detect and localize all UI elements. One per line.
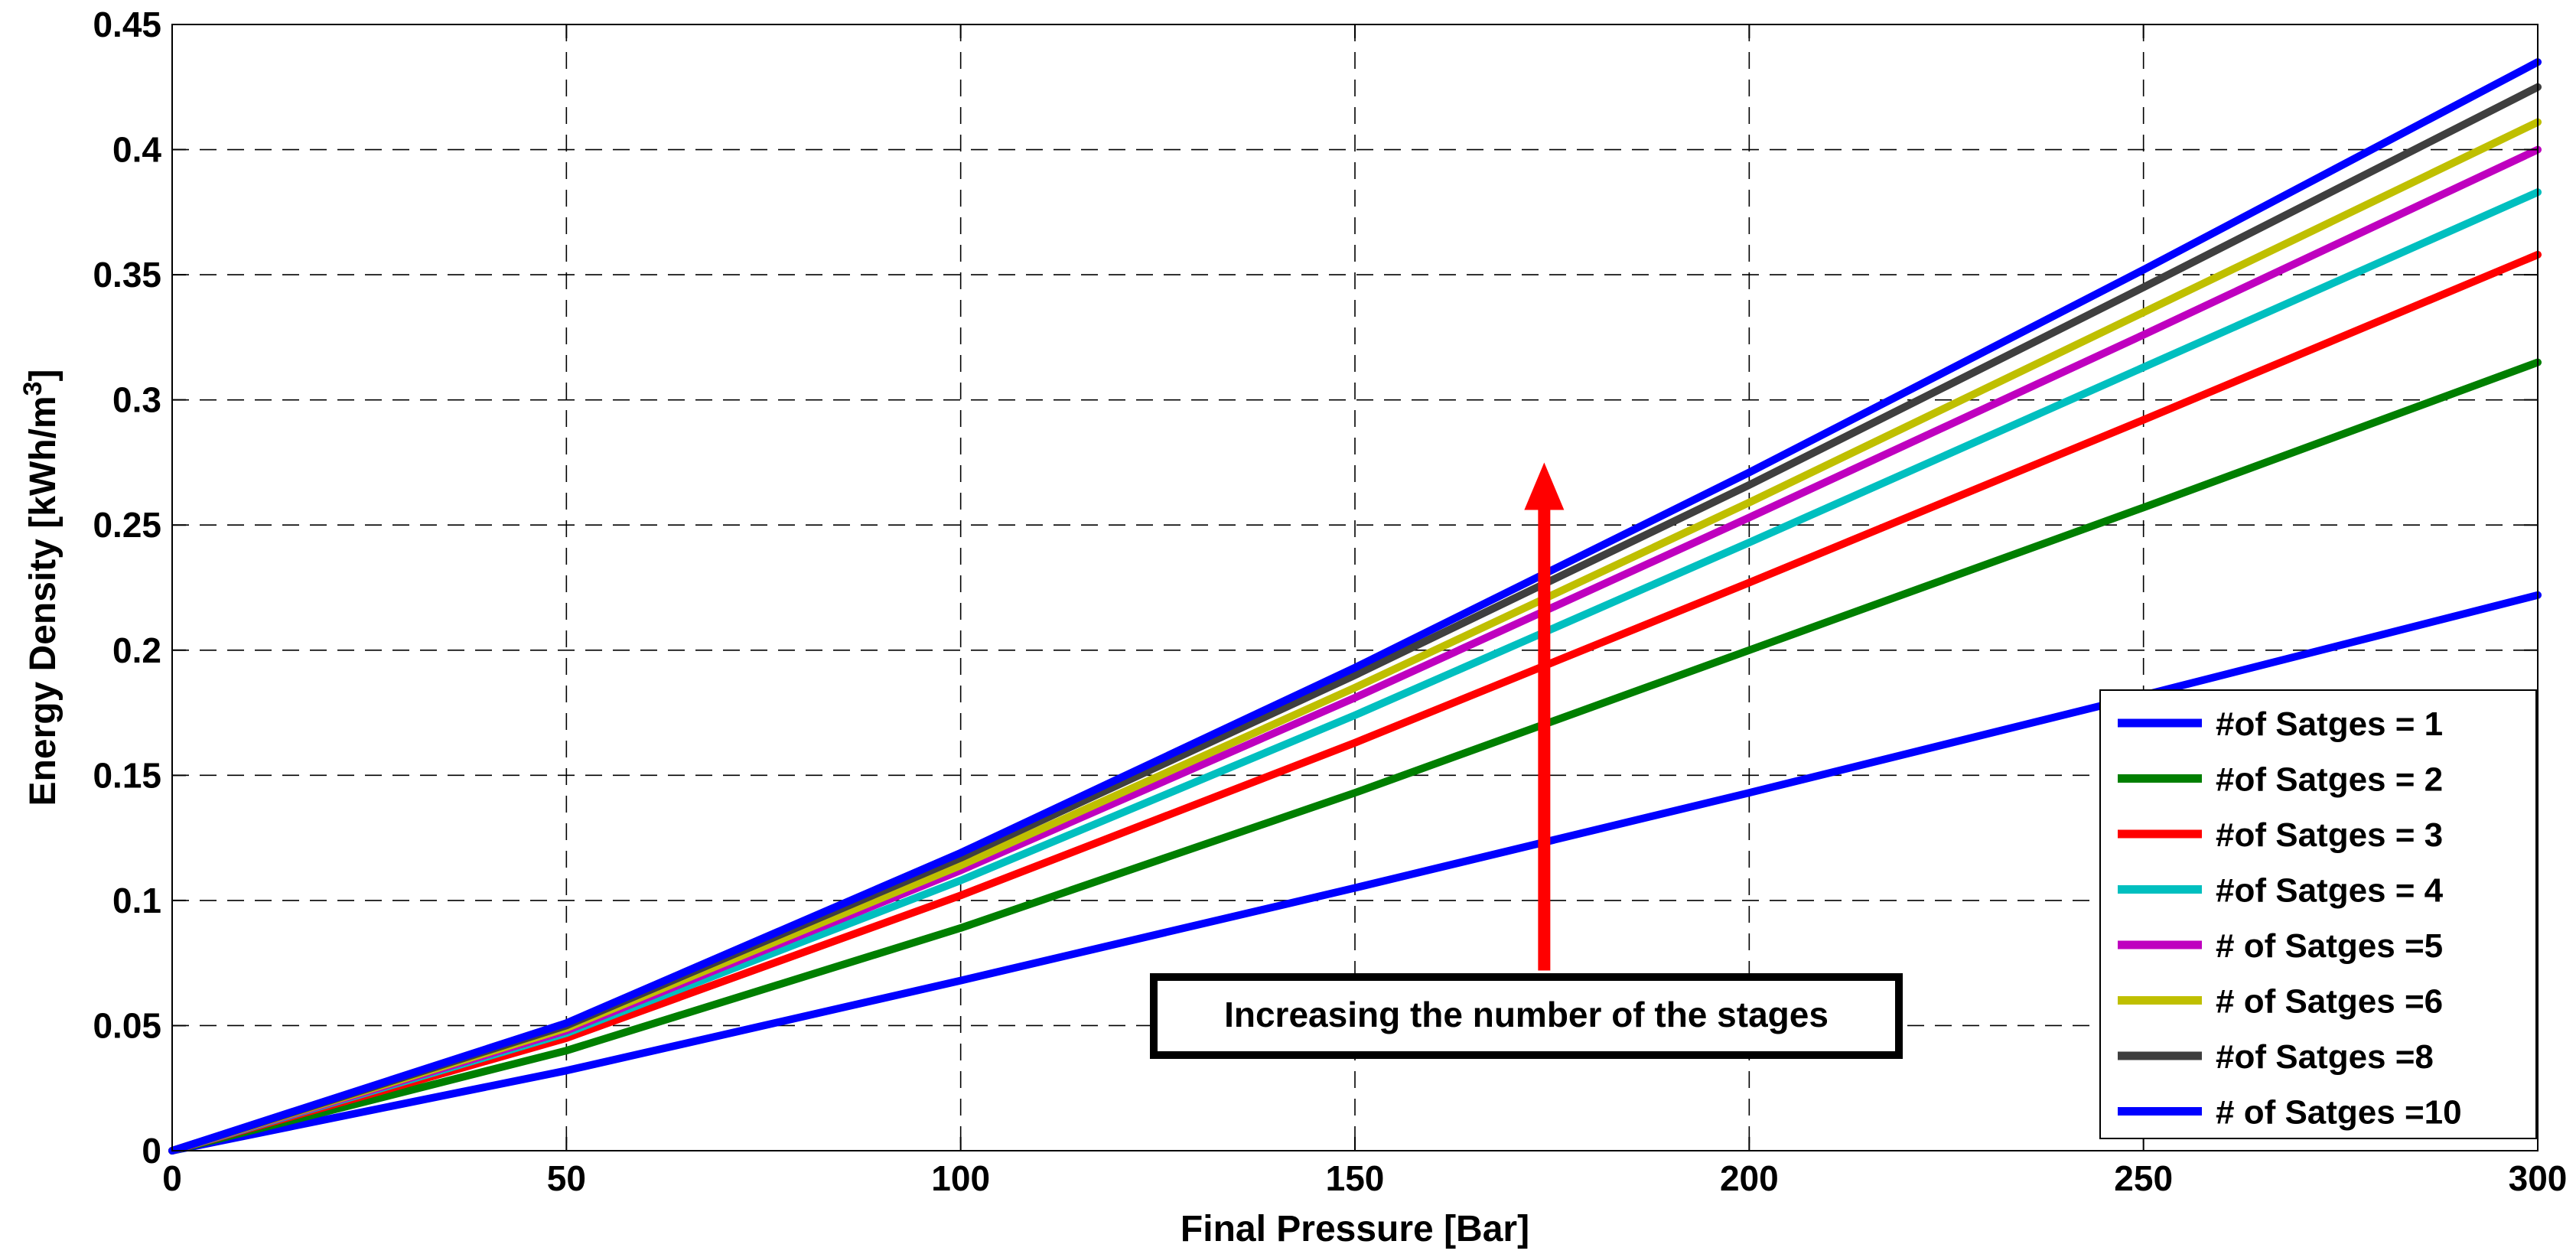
x-tick-label: 0: [162, 1158, 182, 1198]
legend-label: #of Satges = 1: [2216, 705, 2443, 743]
x-axis-label: Final Pressure [Bar]: [1181, 1209, 1529, 1249]
y-tick-label: 0.1: [112, 881, 161, 920]
y-axis-label-superscript: 3: [18, 381, 47, 396]
annotation-text: Increasing the number of the stages: [1224, 995, 1829, 1034]
x-axis-ticks: 0 50 100 150 200 250 300: [162, 24, 2567, 1198]
annotation-box-frame: [1150, 973, 1903, 1059]
y-tick-label: 0.2: [112, 630, 161, 670]
legend-label: #of Satges =8: [2216, 1038, 2434, 1076]
x-tick-label: 200: [1720, 1158, 1779, 1198]
y-tick-label: 0.3: [112, 380, 161, 420]
x-tick-label: 150: [1326, 1158, 1385, 1198]
x-tick-label: 50: [547, 1158, 586, 1198]
legend: #of Satges = 1 #of Satges = 2 #of Satges =…: [2099, 689, 2537, 1139]
y-tick-label: 0.25: [93, 505, 161, 545]
legend-label: #of Satges = 3: [2216, 816, 2443, 854]
annotation-arrow-head: [1524, 462, 1565, 510]
legend-label: #of Satges = 4: [2216, 872, 2444, 910]
legend-items: #of Satges = 1 #of Satges = 2 #of Satges =…: [2118, 705, 2462, 1132]
series-line: [168, 250, 2542, 1155]
x-tick-label: 100: [931, 1158, 990, 1198]
legend-box: [2099, 689, 2537, 1139]
y-tick-label: 0.15: [93, 755, 161, 795]
y-axis-label-close: ]: [23, 369, 64, 381]
series-line: [168, 358, 2542, 1155]
y-axis-label-main: Energy Density [kWh/m: [23, 396, 64, 806]
annotation-box: Increasing the number of the stages: [1150, 973, 1903, 1059]
x-tick-label: 300: [2509, 1158, 2568, 1198]
legend-label: # of Satges =6: [2216, 983, 2443, 1021]
y-axis-label: Energy Density [kWh/m3]: [18, 369, 64, 806]
legend-label: # of Satges =10: [2216, 1094, 2462, 1132]
y-tick-label: 0.05: [93, 1005, 161, 1045]
y-tick-label: 0: [142, 1131, 161, 1171]
x-tick-label: 250: [2114, 1158, 2173, 1198]
series-lines: [168, 58, 2542, 1155]
series-line: [168, 58, 2542, 1155]
y-tick-label: 0.45: [93, 5, 161, 44]
y-tick-label: 0.4: [112, 130, 161, 170]
legend-label: #of Satges = 2: [2216, 761, 2443, 799]
y-axis-ticks: 0 0.05 0.1 0.15 0.2 0.25 0.3 0.35 0.4 0.45: [93, 5, 2538, 1171]
y-tick-label: 0.35: [93, 255, 161, 295]
legend-label: # of Satges =5: [2216, 927, 2443, 965]
